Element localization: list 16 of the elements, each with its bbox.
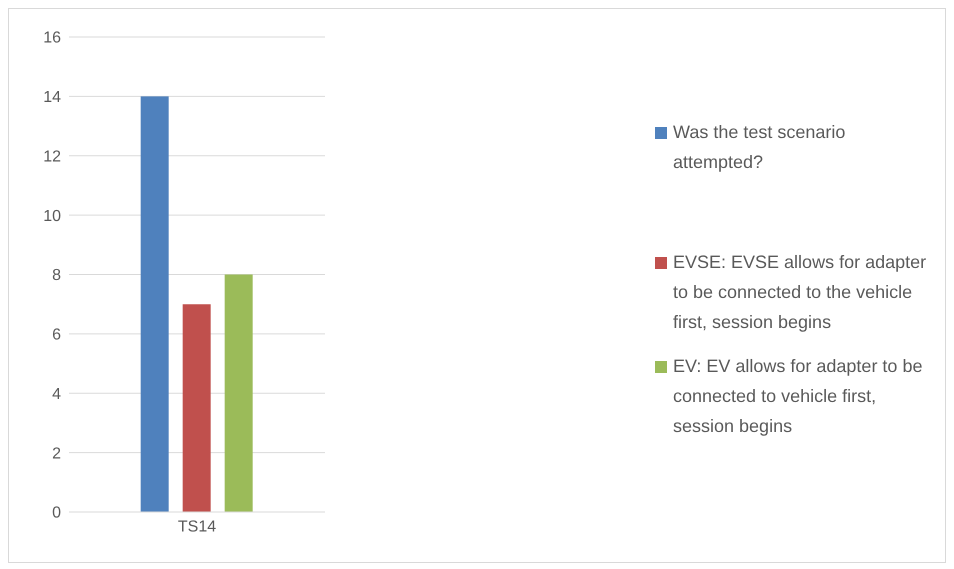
legend-label: EV: EV allows for adapter to be connected to vehicle first, session begins: [673, 354, 924, 438]
y-tick-label: 14: [43, 89, 62, 106]
y-tick-label: 0: [52, 504, 62, 522]
legend-label: EVSE: EVSE allows for adapter to be connected to the vehicle first, session begins: [673, 250, 928, 334]
bar: [224, 274, 253, 512]
x-tick-label: TS14: [178, 518, 216, 536]
y-tick-label: 4: [52, 386, 62, 403]
y-tick-label: 8: [52, 267, 62, 284]
y-tick-label: 10: [43, 208, 62, 225]
y-tick-label: 16: [43, 30, 62, 47]
bar: [140, 96, 169, 512]
y-tick-label: 2: [52, 445, 62, 462]
legend-label: Was the test scenario attempted?: [673, 120, 846, 174]
bar: [182, 304, 211, 512]
y-tick-label: 6: [52, 326, 62, 344]
y-tick-label: 12: [43, 148, 62, 166]
